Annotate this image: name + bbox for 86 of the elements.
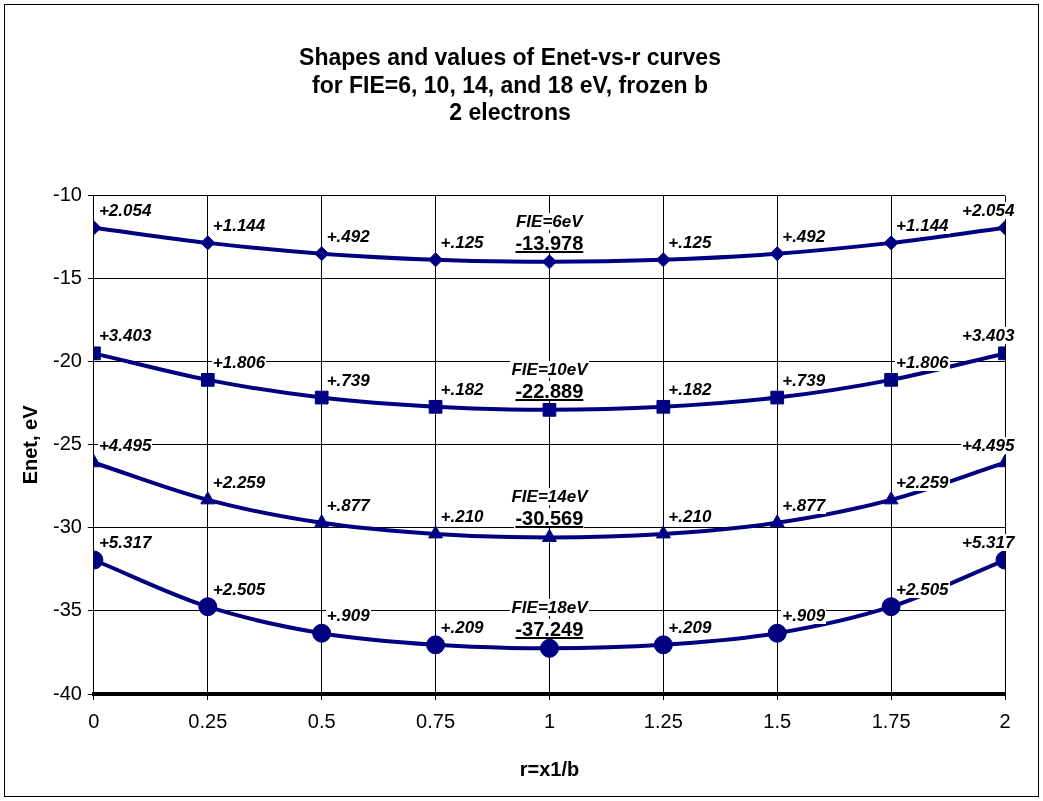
y-axis-title: Enet, eV bbox=[18, 404, 41, 485]
point bbox=[428, 399, 443, 414]
annotation: +3.403 bbox=[97, 326, 153, 346]
y-tick-label: -20 bbox=[53, 349, 82, 372]
annotation: -30.569 bbox=[514, 507, 585, 530]
x-axis-title: r=x1/b bbox=[519, 757, 580, 780]
annotation: +.739 bbox=[781, 370, 827, 390]
annotation: +1.144 bbox=[211, 215, 267, 235]
annotation: +.492 bbox=[325, 226, 371, 246]
series-label: FIE=10eV bbox=[510, 359, 589, 379]
y-tick-label: -25 bbox=[53, 432, 82, 455]
annotation: +.209 bbox=[667, 617, 713, 637]
point bbox=[883, 491, 899, 505]
point bbox=[200, 372, 215, 387]
point bbox=[656, 399, 671, 414]
point bbox=[428, 525, 443, 539]
point bbox=[200, 235, 216, 251]
point bbox=[770, 390, 785, 405]
annotation: +2.505 bbox=[895, 579, 950, 599]
point bbox=[314, 514, 330, 528]
point bbox=[314, 246, 330, 262]
x-tick-label: 0.75 bbox=[416, 709, 456, 732]
series-label: FIE=6eV bbox=[514, 211, 584, 231]
y-tick-label: -15 bbox=[53, 266, 82, 289]
annotation: +.125 bbox=[439, 232, 485, 252]
point bbox=[653, 635, 673, 655]
annotation: +.877 bbox=[781, 495, 827, 515]
annotation: +2.259 bbox=[895, 472, 950, 492]
series-label: FIE=18eV bbox=[510, 598, 589, 618]
annotation: +.210 bbox=[667, 506, 713, 526]
annotation: +.492 bbox=[781, 226, 827, 246]
annotation: +1.806 bbox=[895, 352, 950, 372]
point bbox=[312, 623, 332, 643]
point bbox=[767, 623, 787, 643]
annotation: +2.054 bbox=[961, 200, 1016, 220]
y-tick-label: -10 bbox=[53, 183, 82, 206]
annotation: +5.317 bbox=[97, 533, 153, 553]
point bbox=[542, 402, 557, 417]
y-tick-label: -40 bbox=[53, 681, 82, 704]
annotation: +1.806 bbox=[211, 352, 267, 372]
annotation: +2.259 bbox=[211, 472, 267, 492]
x-tick-label: 1.5 bbox=[763, 709, 792, 732]
point bbox=[542, 528, 557, 542]
annotation: -22.889 bbox=[514, 379, 585, 402]
annotation: +.182 bbox=[439, 379, 485, 399]
annotation: +3.403 bbox=[961, 326, 1016, 346]
y-tick-label: -35 bbox=[53, 598, 82, 621]
annotation: +.877 bbox=[325, 495, 371, 515]
chart-title: Shapes and values of Enet-vs-r curves for FIE=6, 10, 14, and 18 eV, frozen b 2 electrons bbox=[299, 44, 721, 126]
x-tick-label: 0 bbox=[88, 709, 100, 732]
annotation: +4.495 bbox=[97, 435, 153, 455]
point bbox=[769, 246, 785, 262]
annotation: +.739 bbox=[325, 370, 371, 390]
annotation: +.209 bbox=[439, 617, 485, 637]
series-label: FIE=14eV bbox=[510, 487, 589, 507]
point bbox=[198, 597, 218, 617]
annotation: +.210 bbox=[439, 506, 485, 526]
x-tick-label: 0.5 bbox=[307, 709, 336, 732]
x-tick-label: 0.25 bbox=[188, 709, 228, 732]
point bbox=[200, 491, 216, 505]
x-tick-label: 2 bbox=[999, 709, 1011, 732]
annotation: +.125 bbox=[667, 232, 713, 252]
point bbox=[769, 514, 785, 528]
annotation: +.909 bbox=[325, 606, 371, 626]
annotation: +2.505 bbox=[211, 579, 267, 599]
point bbox=[426, 635, 446, 655]
y-tick-label: -30 bbox=[53, 515, 82, 538]
point bbox=[539, 638, 559, 658]
annotation: +.182 bbox=[667, 379, 713, 399]
annotation: +.909 bbox=[781, 606, 827, 626]
annotation: +4.495 bbox=[961, 435, 1016, 455]
point bbox=[884, 372, 898, 387]
x-tick-label: 1.25 bbox=[643, 709, 683, 732]
annotation: +5.317 bbox=[961, 533, 1016, 553]
annotation: +2.054 bbox=[97, 200, 153, 220]
annotation: -37.249 bbox=[514, 618, 585, 641]
point bbox=[881, 597, 901, 617]
point bbox=[883, 235, 899, 251]
x-tick-label: 1 bbox=[543, 709, 556, 732]
point bbox=[655, 252, 671, 268]
annotation: +1.144 bbox=[895, 215, 950, 235]
point bbox=[541, 254, 557, 270]
point bbox=[314, 390, 329, 405]
point bbox=[655, 525, 671, 539]
annotation: -13.978 bbox=[514, 231, 585, 254]
x-tick-label: 1.75 bbox=[871, 709, 911, 732]
